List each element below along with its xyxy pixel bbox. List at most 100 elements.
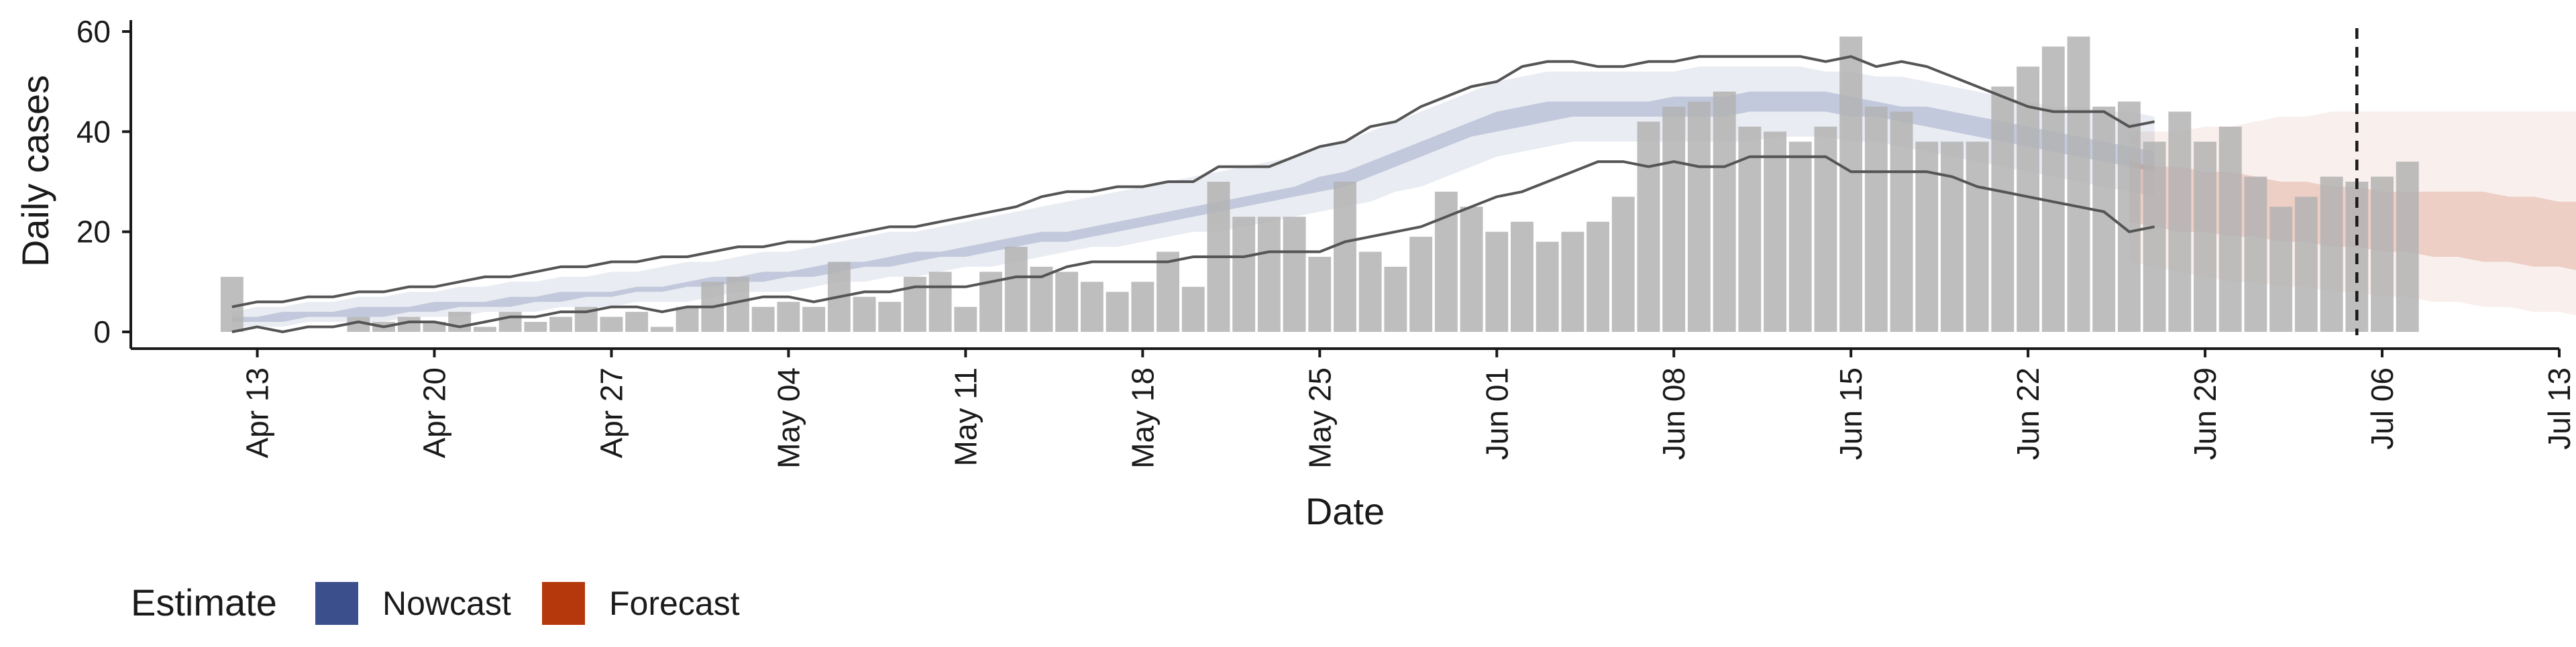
bar [878,302,902,332]
bar [1181,286,1205,332]
bar [448,312,472,332]
y-tick-label: 40 [76,114,111,149]
bar [2244,176,2267,332]
x-tick-label: Apr 20 [417,367,452,459]
x-tick-label: May 04 [771,367,806,469]
bar [600,316,623,332]
bar [1587,221,1609,332]
legend-label-forecast: Forecast [609,585,740,622]
x-axis-title: Date [1305,490,1385,532]
bar [1485,231,1509,332]
bar [650,327,674,332]
bar [1080,282,1104,332]
bar [1966,141,1989,333]
bar [1890,111,1913,332]
bar [2218,126,2242,332]
x-tick-label: May 11 [948,367,983,466]
x-tick-label: Jun 29 [2188,367,2222,460]
bar [1991,86,2015,332]
bar [1687,101,1711,332]
bar [2041,46,2065,333]
bar [954,306,977,332]
x-tick-label: May 25 [1302,367,1337,469]
bar [1384,266,1407,332]
bar [423,322,446,332]
legend-swatch-forecast [542,582,585,625]
bar [1511,221,1534,332]
bar [2118,101,2141,332]
bar [1915,141,1939,333]
bar [498,312,522,332]
bar [1561,231,1585,332]
y-tick-label: 20 [76,215,111,249]
bar [1334,182,1356,332]
x-tick-label: Jul 06 [2365,367,2400,450]
bar [1611,196,1635,332]
bar [347,316,370,332]
bar [1232,217,1256,332]
bar [1713,91,1736,332]
bar [524,322,547,332]
x-tick-label: Jun 22 [2010,367,2045,460]
bar [1257,217,1281,332]
upper-bound-line [231,55,2155,308]
x-tick-label: Jun 01 [1479,367,1514,460]
x-tick-label: Apr 13 [240,367,275,459]
bar [751,306,775,332]
bar [1157,251,1179,332]
bar [1662,107,1686,332]
bar [2143,141,2166,333]
bar [853,296,876,332]
bar [1941,141,1964,333]
bar [1106,292,1129,332]
bar [2320,176,2343,332]
bar [1409,237,1433,332]
bar [676,306,699,332]
bar [2269,207,2293,332]
bar [1131,282,1155,332]
bar [1637,121,1660,332]
lower-bound-line [231,155,2155,334]
bar [1004,247,1028,332]
legend: Estimate Nowcast Forecast [131,581,740,625]
legend-title: Estimate [131,581,277,624]
bar [549,316,572,332]
bar [2194,141,2216,333]
bar [2294,196,2318,332]
bound-lines [231,55,2155,334]
bar [1308,257,1332,332]
bar [1358,251,1382,332]
bar [904,276,926,332]
bar [2371,176,2394,332]
bar [2168,111,2192,332]
bar [1864,107,1888,332]
bar [2396,162,2419,332]
legend-label-nowcast: Nowcast [382,585,511,622]
x-tick-label: May 18 [1125,367,1160,469]
bar [1788,141,1812,333]
bar [1536,241,1559,332]
legend-swatch-nowcast [315,582,358,625]
nowcast-inner-band [231,91,2155,322]
y-tick-label: 60 [76,14,111,49]
bar [928,272,952,332]
bar [2067,36,2090,332]
bar [777,302,800,332]
bar [625,312,649,332]
x-tick-label: Jul 13 [2542,367,2576,450]
x-tick-label: Apr 27 [594,367,629,459]
y-tick-label: 0 [93,314,111,349]
x-tick-label: Jun 08 [1656,367,1691,460]
bar [1460,207,1483,332]
axes-layer: 0 20 40 60 Apr 13 Apr 20 Apr 27 May 04 May 11 May… [14,14,2576,532]
bar [1283,217,1306,332]
bar [1055,272,1079,332]
bar [802,306,826,332]
y-axis-title: Daily cases [14,75,56,267]
bar [473,327,496,332]
x-tick-label: Jun 15 [1833,367,1868,460]
bar [1839,36,1863,332]
bar [1764,131,1786,333]
